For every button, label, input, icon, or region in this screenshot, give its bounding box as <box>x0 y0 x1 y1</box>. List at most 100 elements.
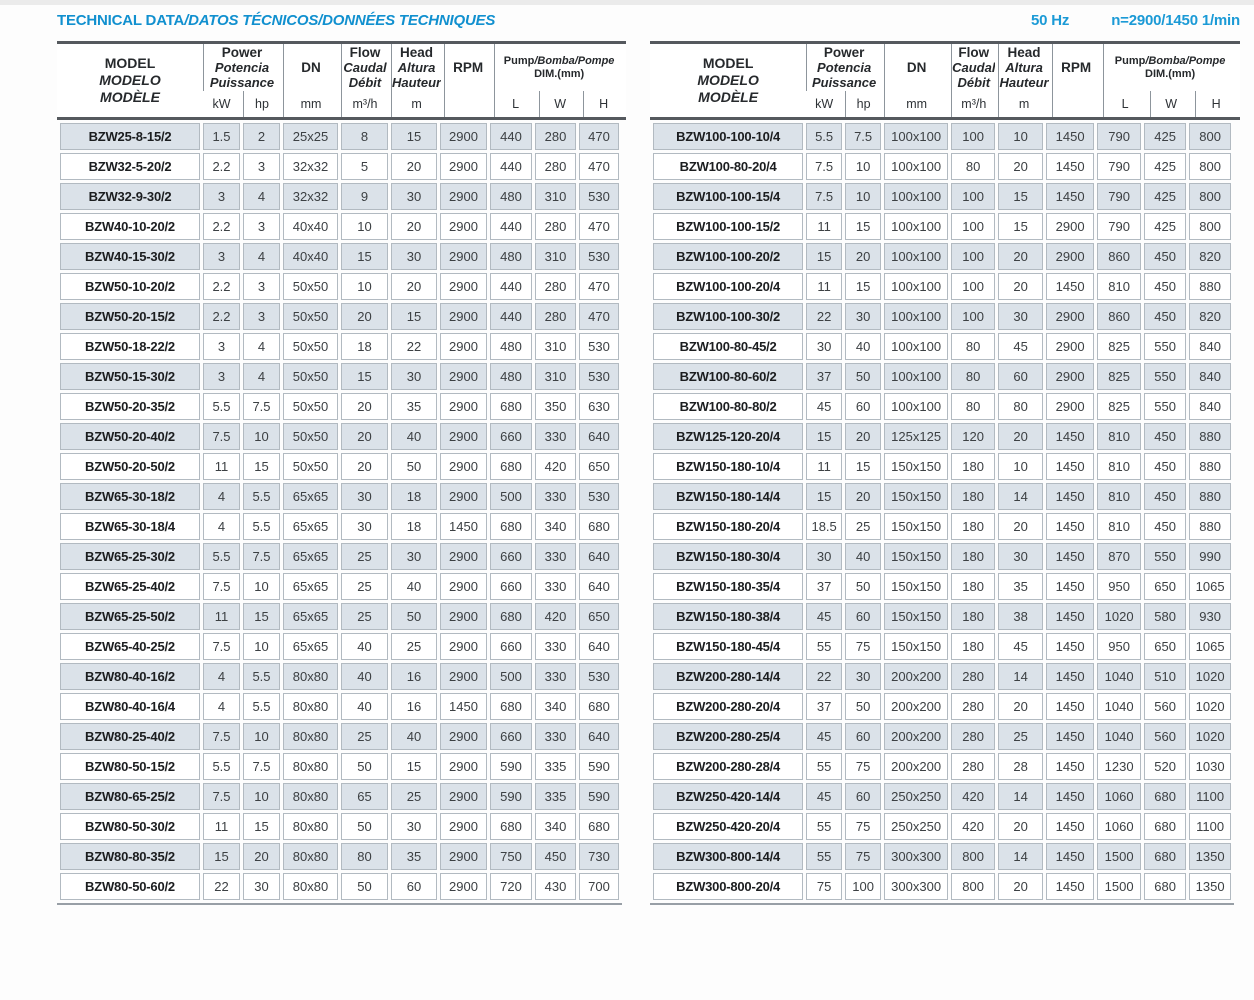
value-cell: 950 <box>1097 573 1142 600</box>
value-cell: 15 <box>341 363 388 390</box>
value-cell: 40 <box>391 423 437 450</box>
value-cell: 1230 <box>1097 753 1142 780</box>
model-cell: BZW100-100-20/4 <box>653 273 804 300</box>
value-cell: 7.5 <box>203 723 240 750</box>
right-table-body: BZW100-100-10/4 5.5 7.5 100x100 100 10 1450 790… <box>653 123 1232 900</box>
value-cell: 100x100 <box>884 273 949 300</box>
table-row: BZW80-40-16/4 4 5.5 80x80 40 16 1450 680 340 680 <box>60 693 619 720</box>
value-cell: 800 <box>1189 183 1232 210</box>
tables-container: MODEL MODELO MODÈLE Power Potencia Puiss… <box>57 41 1240 905</box>
col-header-flow: Flow Caudal Débit <box>951 44 996 91</box>
value-cell: 20 <box>845 423 882 450</box>
table-row: BZW80-40-16/2 4 5.5 80x80 40 16 2900 500 330 530 <box>60 663 619 690</box>
right-table-panel: MODEL MODELO MODÈLE Power Potencia Puiss… <box>650 41 1240 905</box>
table-row: BZW80-65-25/2 7.5 10 80x80 65 25 2900 590 335 590 <box>60 783 619 810</box>
value-cell: 37 <box>806 573 843 600</box>
value-cell: 45 <box>806 783 843 810</box>
model-cell: BZW100-100-10/4 <box>653 123 804 150</box>
value-cell: 50 <box>845 573 882 600</box>
value-cell: 450 <box>535 843 576 870</box>
value-cell: 50 <box>341 753 388 780</box>
value-cell: 640 <box>579 573 619 600</box>
value-cell: 420 <box>951 783 996 810</box>
left-table-body: BZW25-8-15/2 1.5 2 25x25 8 15 2900 440 280 470 BZW… <box>60 123 619 900</box>
value-cell: 840 <box>1189 393 1232 420</box>
value-cell: 1450 <box>1046 483 1095 510</box>
value-cell: 1020 <box>1189 723 1232 750</box>
datasheet-page: TECHNICAL DATA/DATOS TÉCNICOS/DONNÉES TE… <box>57 12 1240 905</box>
value-cell: 50x50 <box>283 333 338 360</box>
value-cell: 3 <box>243 213 280 240</box>
value-cell: 4 <box>243 333 280 360</box>
value-cell: 660 <box>490 573 532 600</box>
value-cell: 340 <box>535 693 576 720</box>
value-cell: 180 <box>951 633 996 660</box>
table-row: BZW40-10-20/2 2.2 3 40x40 10 20 2900 440 280 470 <box>60 213 619 240</box>
value-cell: 37 <box>806 363 843 390</box>
value-cell: 3 <box>203 363 240 390</box>
value-cell: 1030 <box>1189 753 1232 780</box>
value-cell: 280 <box>535 153 576 180</box>
value-cell: 40x40 <box>283 243 338 270</box>
value-cell: 930 <box>1189 603 1232 630</box>
col-header-dn: DN <box>884 44 948 91</box>
value-cell: 680 <box>490 693 532 720</box>
value-cell: 80x80 <box>283 663 338 690</box>
value-cell: 15 <box>998 183 1044 210</box>
value-cell: 1040 <box>1097 693 1142 720</box>
value-cell: 310 <box>535 363 576 390</box>
value-cell: 590 <box>490 783 532 810</box>
value-cell: 2900 <box>440 393 487 420</box>
value-cell: 50 <box>341 813 388 840</box>
col-header-rpm: RPM <box>444 44 491 91</box>
value-cell: 15 <box>391 753 437 780</box>
value-cell: 430 <box>535 873 576 900</box>
value-cell: 80x80 <box>283 813 338 840</box>
value-cell: 7.5 <box>243 543 280 570</box>
unit-rpm <box>1051 91 1100 117</box>
value-cell: 1450 <box>1046 453 1095 480</box>
value-cell: 680 <box>1144 873 1187 900</box>
value-cell: 1350 <box>1189 873 1232 900</box>
value-cell: 50x50 <box>283 363 338 390</box>
value-cell: 80x80 <box>283 693 338 720</box>
value-cell: 800 <box>1189 123 1232 150</box>
value-cell: 680 <box>490 603 532 630</box>
model-cell: BZW40-15-30/2 <box>60 243 200 270</box>
table-row: BZW50-15-30/2 3 4 50x50 15 30 2900 480 310 530 <box>60 363 619 390</box>
unit-rpm <box>444 91 491 117</box>
value-cell: 10 <box>243 633 280 660</box>
value-cell: 7.5 <box>203 633 240 660</box>
value-cell: 1040 <box>1097 663 1142 690</box>
value-cell: 7.5 <box>243 393 280 420</box>
page-title-main: TECHNICAL DATA <box>57 12 185 29</box>
value-cell: 590 <box>490 753 532 780</box>
value-cell: 640 <box>579 423 619 450</box>
unit-dim-l: L <box>494 91 536 117</box>
value-cell: 5.5 <box>243 483 280 510</box>
value-cell: 30 <box>243 873 280 900</box>
value-cell: 2900 <box>440 273 487 300</box>
value-cell: 30 <box>391 183 437 210</box>
value-cell: 15 <box>243 603 280 630</box>
value-cell: 75 <box>845 813 882 840</box>
col-header-flow: Flow Caudal Débit <box>341 44 388 91</box>
value-cell: 150x150 <box>884 633 949 660</box>
value-cell: 1450 <box>1046 813 1095 840</box>
value-cell: 800 <box>951 873 996 900</box>
value-cell: 2900 <box>440 363 487 390</box>
value-cell: 20 <box>391 213 437 240</box>
model-cell: BZW50-18-22/2 <box>60 333 200 360</box>
value-cell: 65x65 <box>283 603 338 630</box>
value-cell: 40 <box>391 723 437 750</box>
table-row: BZW32-9-30/2 3 4 32x32 9 30 2900 480 310 530 <box>60 183 619 210</box>
value-cell: 450 <box>1144 303 1187 330</box>
value-cell: 75 <box>845 633 882 660</box>
value-cell: 800 <box>1189 213 1232 240</box>
value-cell: 75 <box>845 753 882 780</box>
table-row: BZW50-20-50/2 11 15 50x50 20 50 2900 680 420 650 <box>60 453 619 480</box>
value-cell: 10 <box>998 453 1044 480</box>
value-cell: 100x100 <box>884 333 949 360</box>
value-cell: 4 <box>243 363 280 390</box>
table-row: BZW100-80-80/2 45 60 100x100 80 80 2900 825 550 8… <box>653 393 1232 420</box>
